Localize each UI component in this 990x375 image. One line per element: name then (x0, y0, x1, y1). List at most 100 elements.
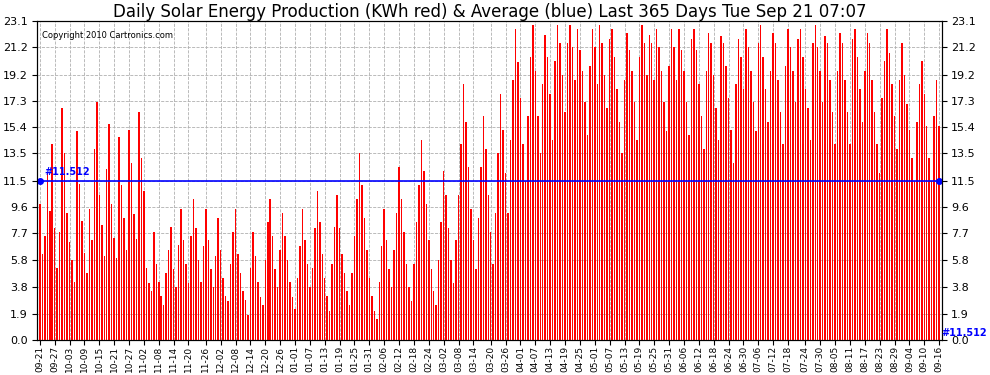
Bar (391, 287, 392, 340)
Bar (691, 39, 692, 340)
Bar (259, 297, 261, 340)
Bar (597, 84, 598, 340)
Bar (398, 167, 400, 340)
Bar (884, 61, 885, 340)
Bar (856, 57, 858, 340)
Bar (551, 140, 553, 340)
Bar (653, 80, 655, 340)
Bar (109, 124, 110, 340)
Bar (492, 264, 494, 340)
Bar (452, 283, 454, 340)
Bar (881, 98, 883, 340)
Bar (577, 29, 578, 340)
Bar (119, 137, 120, 340)
Bar (886, 29, 888, 340)
Bar (243, 291, 244, 340)
Bar (267, 222, 268, 340)
Bar (438, 260, 440, 340)
Bar (825, 36, 826, 340)
Bar (544, 35, 545, 340)
Bar (319, 222, 321, 340)
Bar (564, 112, 566, 340)
Bar (703, 149, 705, 340)
Bar (666, 131, 667, 340)
Bar (840, 33, 841, 340)
Bar (861, 122, 863, 340)
Bar (904, 75, 905, 340)
Bar (780, 112, 781, 340)
Bar (671, 29, 672, 340)
Bar (797, 39, 799, 340)
Text: #11.512: #11.512 (941, 328, 987, 338)
Bar (827, 43, 829, 340)
Bar (673, 47, 675, 340)
Bar (876, 144, 878, 340)
Bar (170, 226, 172, 340)
Bar (701, 116, 702, 340)
Bar (124, 218, 125, 340)
Bar (810, 140, 811, 340)
Bar (584, 102, 586, 340)
Bar (238, 254, 239, 340)
Bar (81, 221, 83, 340)
Bar (455, 240, 456, 340)
Bar (136, 239, 138, 340)
Bar (909, 130, 910, 340)
Bar (668, 66, 670, 340)
Bar (500, 94, 501, 340)
Bar (208, 240, 209, 340)
Bar (426, 204, 427, 340)
Bar (210, 269, 212, 340)
Bar (795, 102, 796, 340)
Bar (832, 112, 834, 340)
Bar (802, 57, 804, 340)
Bar (274, 269, 276, 340)
Bar (396, 213, 397, 340)
Bar (842, 43, 843, 340)
Bar (89, 209, 90, 340)
Bar (264, 260, 266, 340)
Bar (919, 84, 920, 340)
Bar (183, 240, 184, 340)
Bar (889, 53, 890, 340)
Bar (736, 84, 737, 340)
Bar (158, 282, 159, 340)
Bar (312, 268, 313, 340)
Bar (755, 131, 756, 340)
Bar (693, 29, 695, 340)
Bar (421, 140, 422, 340)
Bar (411, 301, 412, 340)
Bar (637, 140, 638, 340)
Bar (505, 173, 506, 340)
Bar (213, 287, 214, 340)
Bar (864, 70, 865, 340)
Bar (731, 130, 732, 340)
Bar (921, 61, 923, 340)
Bar (627, 33, 628, 340)
Bar (366, 250, 367, 340)
Bar (342, 254, 343, 340)
Bar (572, 47, 573, 340)
Bar (914, 181, 915, 340)
Bar (436, 305, 437, 340)
Bar (480, 167, 481, 340)
Bar (487, 195, 489, 340)
Bar (579, 50, 581, 340)
Bar (358, 153, 360, 340)
Bar (742, 88, 744, 340)
Bar (431, 269, 432, 340)
Bar (532, 25, 534, 340)
Bar (629, 50, 631, 340)
Bar (805, 88, 806, 340)
Bar (854, 29, 855, 340)
Bar (309, 287, 311, 340)
Bar (79, 184, 80, 340)
Bar (188, 283, 189, 340)
Bar (223, 278, 224, 340)
Bar (820, 70, 821, 340)
Bar (272, 236, 273, 340)
Bar (648, 35, 650, 340)
Bar (517, 62, 519, 340)
Bar (173, 269, 174, 340)
Bar (215, 255, 217, 340)
